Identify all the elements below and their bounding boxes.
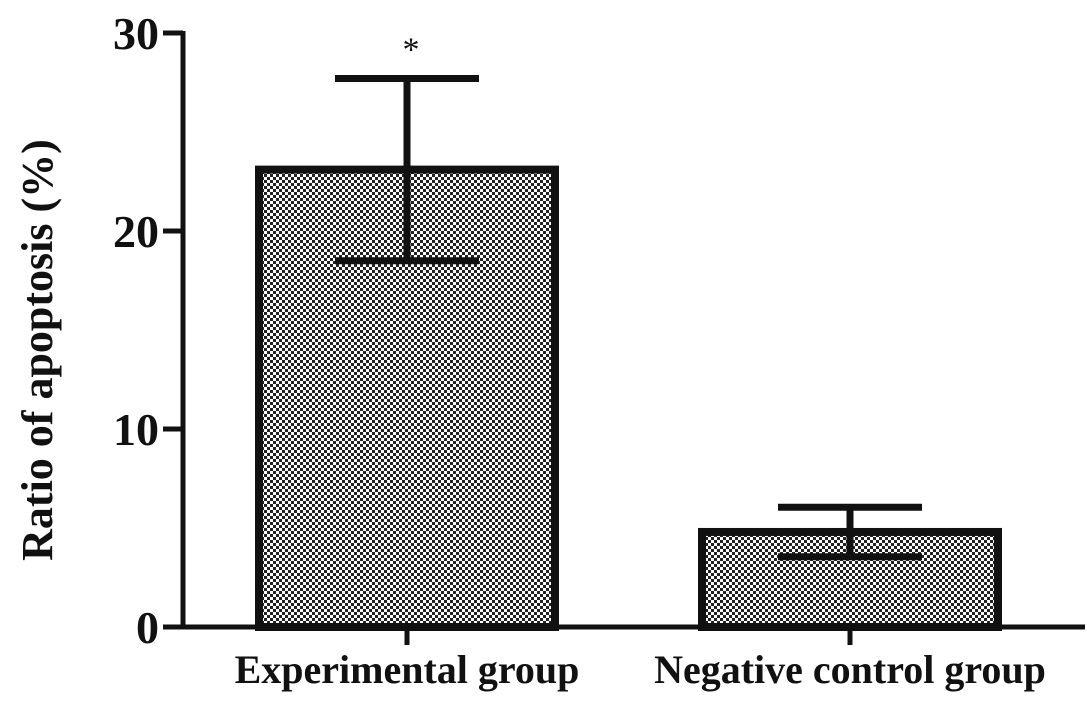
- y-axis-title: Ratio of apoptosis (%): [13, 139, 62, 561]
- significance-marker-1: *: [403, 32, 420, 69]
- x-category-label-1: Experimental group: [235, 647, 580, 692]
- y-tick-label-0: 0: [136, 602, 159, 653]
- x-category-label-2: Negative control group: [654, 647, 1046, 692]
- y-tick-label-30: 30: [113, 8, 159, 59]
- y-tick-label-10: 10: [113, 404, 159, 455]
- y-tick-label-20: 20: [113, 206, 159, 257]
- plot-area: * 0 10 20 30 Experimental group Negative contr…: [113, 8, 1085, 692]
